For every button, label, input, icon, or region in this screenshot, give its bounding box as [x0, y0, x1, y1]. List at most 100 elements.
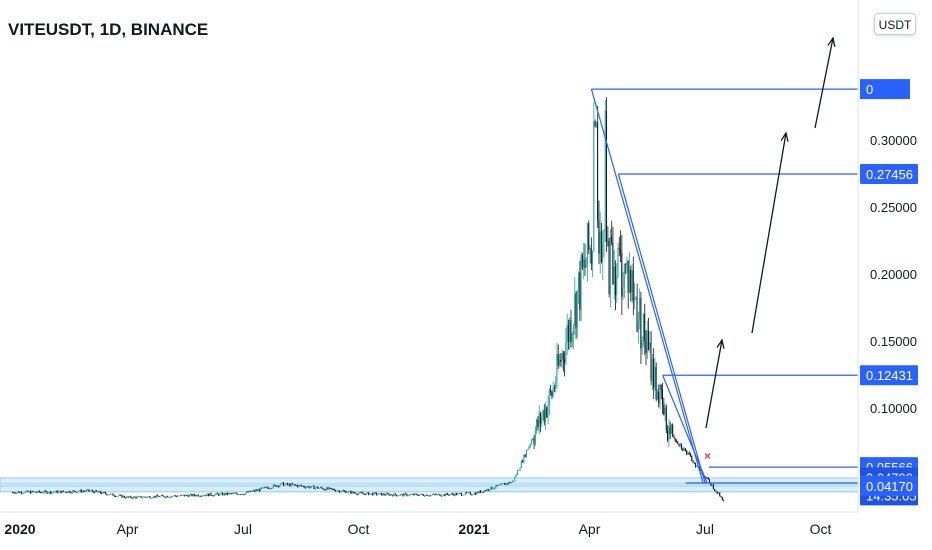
- candle-body: [686, 450, 688, 455]
- candle-body: [501, 483, 503, 485]
- candle-body: [296, 485, 298, 487]
- candle-body: [76, 491, 78, 493]
- candle-body: [340, 491, 342, 493]
- candle-body: [319, 487, 321, 489]
- candle-body: [379, 492, 381, 494]
- candle-body: [499, 484, 501, 486]
- candle-body: [230, 493, 232, 495]
- candle-body: [115, 496, 117, 497]
- candle-body: [155, 495, 157, 498]
- candle-body: [354, 492, 356, 494]
- candle-body: [345, 491, 347, 494]
- candle-body: [413, 493, 415, 496]
- candle-body: [14, 492, 16, 494]
- candle-body: [494, 487, 496, 489]
- candle-body: [477, 491, 479, 494]
- candle-body: [298, 485, 300, 487]
- candle-body: [623, 264, 625, 288]
- candle-body: [575, 293, 577, 329]
- price-tick-label: 0.20000: [870, 267, 917, 282]
- currency-button[interactable]: USDT: [874, 13, 916, 35]
- candle-body: [71, 490, 73, 493]
- candle-body: [487, 489, 489, 491]
- candle-body: [211, 495, 213, 497]
- candle-body: [464, 492, 466, 495]
- candle-body: [542, 410, 544, 418]
- candle-body: [529, 443, 531, 447]
- candle-body: [536, 419, 538, 432]
- candle-body: [472, 494, 474, 496]
- candle-body: [41, 492, 43, 494]
- price-tick-label: 0.15000: [870, 334, 917, 349]
- candle-body: [212, 495, 214, 497]
- candle-body: [432, 493, 435, 495]
- candle-body: [270, 488, 272, 490]
- candle-body: [160, 495, 162, 497]
- candle-body: [555, 382, 557, 389]
- candle-body: [97, 491, 99, 493]
- candle-body: [466, 492, 468, 494]
- candle-body: [670, 424, 672, 435]
- candle-body: [218, 493, 220, 496]
- arrow-head: [827, 36, 836, 47]
- candle-body: [617, 247, 619, 276]
- candle-body: [467, 492, 469, 494]
- candle-body: [383, 493, 385, 495]
- price-tick-label: 0.10000: [870, 401, 917, 416]
- candle-body: [552, 387, 554, 397]
- candle-body: [707, 478, 709, 480]
- candle-body: [565, 342, 567, 363]
- candle-body: [594, 121, 596, 127]
- candle-body: [426, 494, 428, 496]
- candle-body: [107, 494, 109, 496]
- candle-body: [415, 493, 417, 495]
- price-axis[interactable]: 0.30000 0.25000 0.20000 0.15000 0.10000 0 0.27…: [857, 0, 918, 512]
- candle-body: [195, 495, 197, 497]
- candle-body: [262, 487, 264, 489]
- candle-body: [295, 485, 297, 486]
- candle-body: [480, 490, 482, 493]
- candle-body: [375, 492, 377, 495]
- candle-body: [722, 499, 724, 501]
- candle-body: [688, 452, 690, 455]
- candle-body: [308, 486, 310, 488]
- candle-body: [443, 494, 445, 496]
- candle-body: [448, 494, 450, 496]
- candle-body: [281, 482, 283, 484]
- candle-body: [258, 489, 260, 491]
- candle-body: [233, 493, 235, 494]
- time-axis[interactable]: 2020 Apr Jul Oct 2021 Apr Jul Oct: [0, 511, 858, 537]
- candle-body: [406, 493, 408, 496]
- candle-body: [681, 444, 683, 449]
- candle-body: [410, 494, 412, 496]
- candle-body: [125, 497, 127, 499]
- candle-body: [276, 485, 278, 487]
- candle-body: [64, 491, 66, 493]
- candle-body: [226, 492, 228, 495]
- candle-body: [37, 490, 39, 493]
- candle-body: [412, 494, 414, 496]
- candle-body: [706, 477, 708, 479]
- candle-body: [438, 493, 440, 495]
- candle-body: [429, 495, 431, 497]
- candle-body: [586, 223, 588, 266]
- candle-body: [580, 254, 582, 310]
- candle-body: [289, 483, 291, 487]
- candle-body: [117, 495, 119, 497]
- candle-body: [378, 493, 380, 495]
- candle-body: [38, 490, 40, 493]
- candle-body: [590, 248, 592, 264]
- candle-body: [198, 496, 200, 497]
- candle-body: [585, 265, 587, 268]
- candle-body: [398, 495, 400, 497]
- candle-body: [598, 220, 600, 254]
- candle-body: [411, 494, 413, 495]
- candle-body: [373, 492, 375, 496]
- candle-body: [178, 495, 180, 497]
- candle-body: [31, 490, 33, 494]
- chart-drawings[interactable]: ×: [590, 36, 858, 484]
- candle-body: [571, 333, 573, 343]
- candle-body: [459, 493, 461, 494]
- candle-body: [79, 489, 81, 492]
